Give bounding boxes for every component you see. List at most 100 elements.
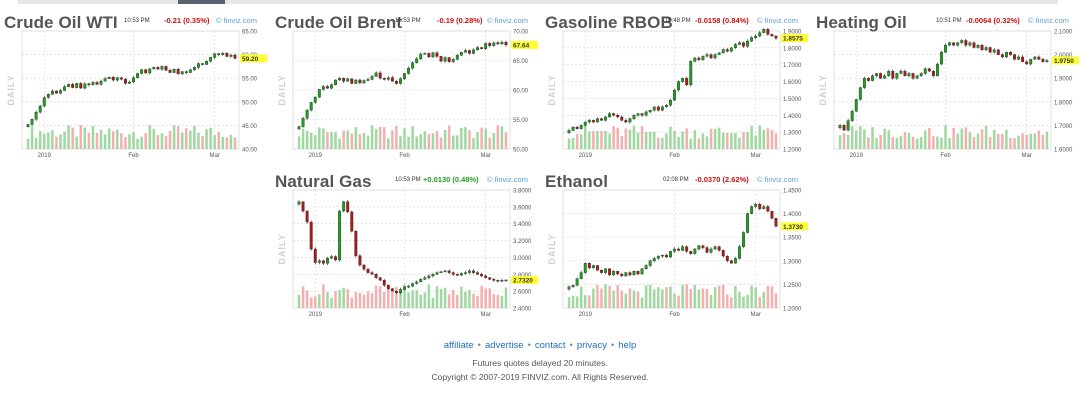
chart-natural-gas-plot: 3.8000 3.6000 3.4000 3.2000 3.0000 2.8000 2.60… xyxy=(277,189,538,318)
volume-bar xyxy=(83,127,87,149)
volume-bar xyxy=(395,125,398,149)
y-tick-label: 1.2000 xyxy=(783,307,802,313)
volume-bar xyxy=(488,288,491,308)
candle-body xyxy=(447,270,451,273)
chart-crude-oil-brent[interactable]: 70.00 65.00 60.00 55.00 50.00 2019 Feb Mar DAILY… xyxy=(275,13,538,165)
footer-links: affiliate • advertise • contact • privacy • help xyxy=(0,340,1080,351)
candle-body xyxy=(1013,54,1016,60)
finviz-source-link[interactable]: © finviz.com xyxy=(1028,16,1069,25)
candle-body xyxy=(709,54,713,59)
volume-bar xyxy=(774,292,778,308)
chart-crude-oil-wti[interactable]: 65.0060.0055.0050.0045.0040.002019FebMar… xyxy=(4,13,267,165)
volume-bar xyxy=(665,133,668,149)
volume-bar xyxy=(612,126,615,149)
volume-bar xyxy=(468,130,471,149)
daily-side-label: DAILY xyxy=(277,233,287,264)
candle-body xyxy=(403,73,406,79)
candle-body xyxy=(701,245,705,248)
volume-bar xyxy=(612,290,615,308)
candle-body xyxy=(358,255,362,266)
volume-bar xyxy=(350,133,354,149)
candle-body xyxy=(439,56,443,62)
chart-ethanol[interactable]: 1.4500 1.4000 1.3500 1.3000 1.2500 1.2000 2019… xyxy=(545,172,808,324)
volume-bar xyxy=(588,295,591,308)
candle-body xyxy=(725,49,729,52)
volume-bar xyxy=(338,289,341,308)
top-nav-active-tab[interactable] xyxy=(178,0,225,4)
finviz-source-link[interactable]: © finviz.com xyxy=(216,16,257,25)
candle-body xyxy=(624,120,628,123)
volume-bar xyxy=(579,286,583,308)
candle-body xyxy=(923,68,927,74)
chart-gasoline-rbob[interactable]: 1.9000 1.8000 1.7000 1.6000 1.5000 1.4000 1.30… xyxy=(545,13,808,165)
candle-body xyxy=(334,256,337,261)
volume-bar xyxy=(342,130,345,149)
volume-bar xyxy=(476,295,479,308)
candle-body xyxy=(443,270,447,273)
candle-body xyxy=(374,274,378,278)
finviz-source-link[interactable]: © finviz.com xyxy=(757,16,798,25)
finviz-source-link[interactable]: © finviz.com xyxy=(487,16,528,25)
last-price-marker xyxy=(511,276,538,285)
candle-body xyxy=(463,50,467,53)
candle-body xyxy=(350,78,354,84)
candle-body xyxy=(567,130,571,133)
candle-body xyxy=(325,258,329,264)
volume-bar xyxy=(67,125,70,149)
volume-bar xyxy=(59,134,62,149)
y-tick-label: 2.6000 xyxy=(513,290,532,296)
candle-body xyxy=(91,82,95,85)
volume-bar xyxy=(484,128,487,149)
footer-link-help[interactable]: help xyxy=(618,340,637,351)
candle-body xyxy=(1041,59,1045,62)
finviz-source-link[interactable]: © finviz.com xyxy=(757,175,798,184)
candle-body xyxy=(111,77,115,81)
candle-body xyxy=(931,70,935,77)
candle-body xyxy=(132,77,135,83)
candle-body xyxy=(754,203,758,207)
volume-bar xyxy=(608,133,611,149)
candle-body xyxy=(119,77,123,80)
candle-body xyxy=(201,63,204,65)
last-price-label: 67.64 xyxy=(513,42,530,49)
volume-bar xyxy=(472,293,475,308)
volume-bar xyxy=(362,294,366,308)
chart-heating-oil[interactable]: 2.1000 2.0000 1.9000 1.8000 1.7000 1.6000 2019… xyxy=(816,13,1079,165)
chart-natural-gas[interactable]: 3.8000 3.6000 3.4000 3.2000 3.0000 2.8000 2.60… xyxy=(275,172,538,324)
candle-body xyxy=(721,49,725,54)
candle-body xyxy=(50,90,54,95)
volume-bar xyxy=(713,128,717,149)
last-price-label: 59.20 xyxy=(242,56,259,63)
volume-bar xyxy=(596,284,599,308)
y-tick-label: 1.9000 xyxy=(783,30,802,36)
volume-bar xyxy=(403,284,406,308)
volume-bar xyxy=(358,134,362,149)
candle-body xyxy=(612,113,616,116)
volume-bar xyxy=(443,287,447,308)
volume-bar xyxy=(334,291,337,308)
volume-bar xyxy=(1041,134,1045,149)
volume-bar xyxy=(504,287,508,308)
candle-body xyxy=(660,254,664,257)
last-price-marker xyxy=(240,54,267,63)
volume-bar xyxy=(387,284,390,308)
volume-bar xyxy=(399,135,402,149)
candle-body xyxy=(1009,52,1012,55)
volume-bar xyxy=(915,138,919,149)
chart-time: 10:53 PM xyxy=(395,177,421,183)
footer-link-advertise[interactable]: advertise xyxy=(485,340,524,351)
candle-body xyxy=(640,268,644,275)
footer-link-affiliate[interactable]: affiliate xyxy=(443,340,474,351)
footer-link-privacy[interactable]: privacy xyxy=(576,340,607,351)
volume-bar xyxy=(665,287,668,308)
candle-body xyxy=(948,42,952,46)
footer-link-contact[interactable]: contact xyxy=(534,340,566,351)
candle-body xyxy=(842,125,846,131)
candle-body xyxy=(681,246,685,251)
finviz-source-link[interactable]: © finviz.com xyxy=(487,175,528,184)
candle-body xyxy=(338,210,342,261)
volume-bar xyxy=(717,127,721,149)
volume-bar xyxy=(600,130,603,149)
top-nav-bar xyxy=(18,0,1058,4)
volume-bar xyxy=(197,132,200,149)
